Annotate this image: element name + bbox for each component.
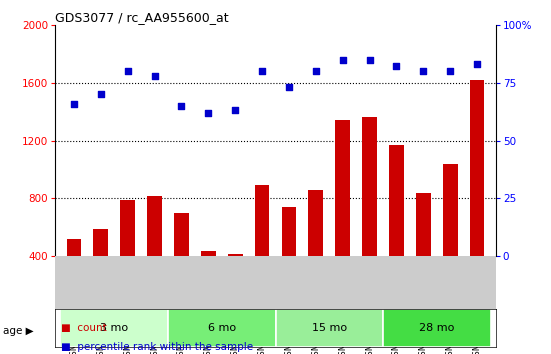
Text: age ▶: age ▶ [3,326,34,336]
Bar [168,309,276,347]
Point [365,57,374,62]
Point [177,103,186,109]
Bar [61,309,168,347]
Bar [255,185,269,256]
Point [204,110,213,116]
Text: GDS3077 / rc_AA955600_at: GDS3077 / rc_AA955600_at [55,11,229,24]
Bar [120,200,135,256]
Point [69,101,78,106]
Point [231,108,240,113]
Point [150,73,159,79]
Bar [443,164,457,256]
Point [96,91,105,97]
Point [338,57,347,62]
Bar [228,254,242,256]
Text: 3 mo: 3 mo [100,323,128,333]
Text: ■  percentile rank within the sample: ■ percentile rank within the sample [61,342,253,352]
Point [392,64,401,69]
Point [446,68,455,74]
Point [258,68,267,74]
Bar [282,207,296,256]
Text: 6 mo: 6 mo [208,323,236,333]
Bar [147,196,162,256]
Point [419,68,428,74]
Bar [94,229,108,256]
Text: ■  count: ■ count [61,323,106,333]
Point [284,85,293,90]
Text: 15 mo: 15 mo [312,323,347,333]
Bar [389,145,404,256]
Bar [276,309,383,347]
Bar [67,239,82,256]
Bar [383,309,490,347]
Point [473,61,482,67]
Bar [469,80,484,256]
Bar [336,120,350,256]
Bar [416,193,431,256]
Bar [362,118,377,256]
Text: 28 mo: 28 mo [419,323,455,333]
Bar [309,190,323,256]
Point [123,68,132,74]
Point [311,68,320,74]
Bar [174,213,189,256]
Bar [201,251,215,256]
